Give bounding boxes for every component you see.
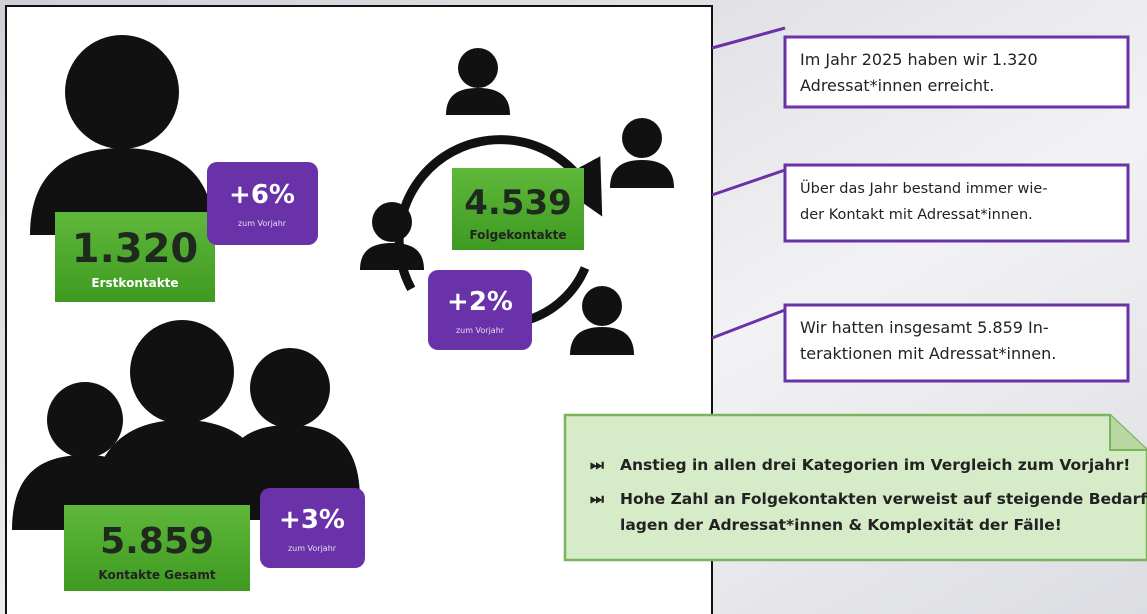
change-label: zum Vorjahr (288, 544, 337, 553)
stat-box (55, 212, 215, 302)
callout-text: Adressat*innen erreicht. (800, 76, 994, 95)
stat-box (452, 168, 584, 250)
summary-box (563, 413, 1147, 562)
callout-text: Wir hatten insgesamt 5.859 In- (800, 318, 1049, 337)
callout-text: Im Jahr 2025 haben wir 1.320 (800, 50, 1038, 69)
stat-label: Kontakte Gesamt (98, 568, 215, 582)
stat-value: 1.320 (72, 226, 199, 272)
change-value: +2% (447, 287, 513, 317)
stat-label: Erstkontakte (91, 276, 178, 290)
callout-text: teraktionen mit Adressat*innen. (800, 344, 1056, 363)
bullet-icon: ⏭ (590, 490, 605, 508)
change-label: zum Vorjahr (238, 219, 287, 228)
summary-text: lagen der Adressat*innen & Komplexität d… (620, 516, 1062, 534)
stat-value: 4.539 (464, 183, 572, 223)
change-box (428, 270, 532, 350)
callout-box (783, 303, 1130, 383)
summary-text: Hohe Zahl an Folgekontakten verweist auf… (620, 490, 1147, 508)
stat-value: 5.859 (100, 521, 214, 562)
change-value: +3% (279, 505, 345, 535)
bullet-icon: ⏭ (590, 456, 605, 474)
fold (1109, 415, 1147, 451)
stat-box (64, 505, 250, 591)
change-box (207, 162, 318, 245)
stat-label: Folgekontakte (470, 228, 567, 242)
summary-text: Anstieg in allen drei Kategorien im Verg… (620, 456, 1130, 474)
callout-connector (711, 26, 786, 340)
small-person-icons (360, 48, 674, 355)
callout-text: der Kontakt mit Adressat*innen. (800, 207, 1033, 223)
change-label: zum Vorjahr (456, 326, 505, 335)
change-box (260, 488, 365, 568)
change-value: +6% (229, 180, 295, 210)
callout-text: Über das Jahr bestand immer wie- (800, 179, 1048, 197)
callout-box (783, 163, 1130, 243)
callout-box (783, 35, 1130, 109)
